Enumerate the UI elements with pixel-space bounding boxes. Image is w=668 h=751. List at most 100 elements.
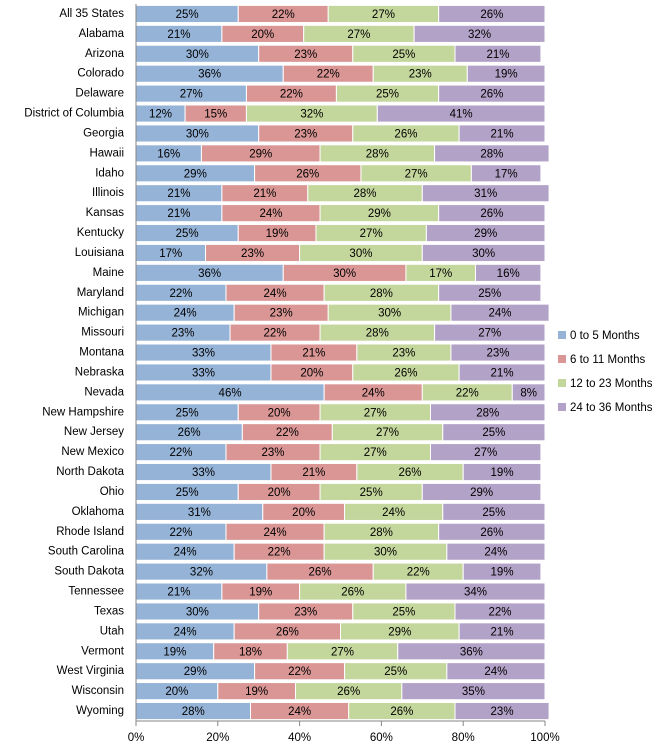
bar-segment [446, 542, 546, 561]
y-tick-label: Colorado [77, 68, 124, 80]
data-label: 28% [476, 407, 499, 419]
data-label: 26% [390, 706, 413, 718]
y-tick-label: District of Columbia [24, 108, 124, 120]
data-label: 21% [491, 367, 514, 379]
y-tick-label: Utah [100, 625, 124, 637]
data-label: 22% [280, 89, 303, 101]
data-label: 33% [192, 367, 215, 379]
bar-segment [401, 682, 546, 701]
x-tick-label: 80% [452, 732, 475, 744]
data-label: 19% [163, 646, 186, 658]
data-label: 32% [190, 567, 213, 579]
data-label: 25% [176, 407, 199, 419]
data-label: 18% [239, 646, 262, 658]
data-label: 25% [392, 49, 415, 61]
data-label: 28% [370, 527, 393, 539]
data-label: 20% [292, 507, 315, 519]
data-label: 22% [169, 527, 192, 539]
data-label: 25% [360, 487, 383, 499]
bar-segment [450, 303, 550, 322]
data-label: 22% [456, 387, 479, 399]
data-label: 23% [241, 248, 264, 260]
data-label: 22% [264, 328, 287, 340]
data-label: 27% [372, 9, 395, 21]
bar-segment [470, 164, 542, 183]
data-label: 19% [266, 228, 289, 240]
bar-segment [376, 104, 546, 123]
data-label: 32% [468, 29, 491, 41]
y-tick-label: Tennessee [68, 586, 124, 598]
data-label: 22% [288, 666, 311, 678]
data-label: 19% [495, 69, 518, 81]
data-label: 23% [486, 348, 509, 360]
data-label: 36% [198, 268, 221, 280]
data-label: 30% [333, 268, 356, 280]
bar-segment [446, 662, 546, 681]
data-label: 24% [362, 387, 385, 399]
data-label: 25% [478, 288, 501, 300]
bar-segment [458, 363, 546, 382]
data-label: 23% [261, 447, 284, 459]
y-tick-label: Hawaii [89, 147, 124, 159]
data-label: 23% [392, 348, 415, 360]
data-label: 33% [192, 348, 215, 360]
data-label: 24% [484, 547, 507, 559]
legend-label: 6 to 11 Months [570, 354, 645, 366]
data-label: 26% [309, 567, 332, 579]
y-tick-label: Arizona [85, 48, 125, 60]
y-tick-label: Wisconsin [72, 685, 124, 697]
data-label: 25% [384, 666, 407, 678]
y-tick-label: Kentucky [77, 227, 125, 239]
data-label: 17% [159, 248, 182, 260]
data-label: 24% [259, 208, 282, 220]
bar-segment [438, 283, 542, 302]
data-label: 27% [405, 168, 428, 180]
data-label: 24% [174, 626, 197, 638]
data-label: 28% [354, 188, 377, 200]
data-label: 41% [450, 109, 473, 121]
data-label: 23% [270, 308, 293, 320]
bar-segment [454, 602, 546, 621]
data-label: 16% [497, 268, 520, 280]
data-label: 22% [488, 606, 511, 618]
data-label: 29% [474, 228, 497, 240]
data-label: 25% [482, 427, 505, 439]
data-label: 29% [470, 487, 493, 499]
data-label: 28% [480, 148, 503, 160]
bar-segment [425, 223, 546, 243]
bar-segment [466, 64, 546, 83]
y-tick-label: North Dakota [56, 466, 124, 478]
y-tick-label: South Dakota [54, 566, 124, 578]
y-tick-label: South Carolina [48, 546, 125, 558]
bar-segment [438, 4, 546, 24]
data-label: 26% [394, 128, 417, 140]
data-label: 29% [388, 626, 411, 638]
data-label: 21% [167, 29, 190, 41]
y-tick-label: Missouri [81, 327, 124, 339]
data-label: 28% [366, 148, 389, 160]
data-label: 19% [245, 686, 268, 698]
data-label: 27% [478, 328, 501, 340]
data-label: 19% [491, 567, 514, 579]
data-label: 33% [192, 467, 215, 479]
data-label: 30% [378, 308, 401, 320]
data-label: 22% [169, 288, 192, 300]
data-label: 27% [331, 646, 354, 658]
y-tick-label: Alabama [79, 28, 125, 40]
y-tick-label: Delaware [75, 88, 124, 100]
legend-swatch [558, 379, 566, 387]
data-label: 35% [462, 686, 485, 698]
y-tick-label: Georgia [83, 127, 125, 139]
y-tick-label: New Hampshire [42, 406, 124, 418]
bar-segment [413, 24, 546, 43]
data-label: 17% [495, 168, 518, 180]
legend-swatch [558, 355, 566, 363]
data-label: 26% [480, 89, 503, 101]
bar-segment [458, 124, 546, 143]
data-label: 22% [169, 447, 192, 459]
x-tick-label: 40% [288, 732, 311, 744]
data-label: 12% [149, 109, 172, 121]
y-tick-label: New Jersey [64, 426, 124, 438]
data-label: 24% [174, 308, 197, 320]
data-label: 24% [382, 507, 405, 519]
